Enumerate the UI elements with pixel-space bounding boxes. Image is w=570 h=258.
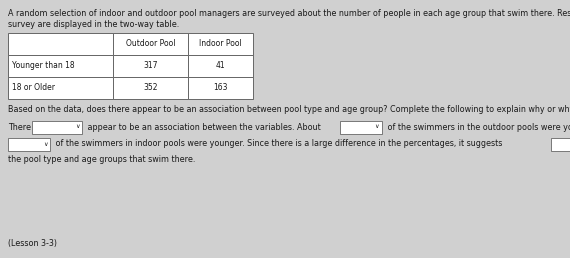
Text: 41: 41 xyxy=(215,61,225,70)
Text: ∨: ∨ xyxy=(43,141,47,147)
Bar xyxy=(8,33,113,55)
Text: (Lesson 3-3): (Lesson 3-3) xyxy=(8,239,57,248)
Text: ∨: ∨ xyxy=(374,125,379,130)
Bar xyxy=(188,77,253,99)
Bar xyxy=(113,33,188,55)
Text: 317: 317 xyxy=(143,61,158,70)
Bar xyxy=(551,138,570,150)
Text: 352: 352 xyxy=(143,84,158,93)
Bar xyxy=(340,120,382,133)
Bar xyxy=(113,77,188,99)
Text: 18 or Older: 18 or Older xyxy=(12,84,55,93)
Text: ∨: ∨ xyxy=(75,125,79,130)
Text: A random selection of indoor and outdoor pool managers are surveyed about the nu: A random selection of indoor and outdoor… xyxy=(8,9,570,18)
Bar xyxy=(8,55,113,77)
Text: survey are displayed in the two-way table.: survey are displayed in the two-way tabl… xyxy=(8,20,179,29)
Bar xyxy=(32,120,82,133)
Bar xyxy=(8,77,113,99)
Bar xyxy=(8,138,50,150)
Text: of the swimmers in indoor pools were younger. Since there is a large difference : of the swimmers in indoor pools were you… xyxy=(53,140,502,149)
Text: of the swimmers in the outdoor pools were younger, while only about: of the swimmers in the outdoor pools wer… xyxy=(385,123,570,132)
Text: Outdoor Pool: Outdoor Pool xyxy=(126,39,175,49)
Bar xyxy=(188,55,253,77)
Text: the pool type and age groups that swim there.: the pool type and age groups that swim t… xyxy=(8,155,196,164)
Text: There: There xyxy=(8,123,31,132)
Text: Indoor Pool: Indoor Pool xyxy=(199,39,242,49)
Text: appear to be an association between the variables. About: appear to be an association between the … xyxy=(85,123,321,132)
Bar xyxy=(113,55,188,77)
Bar xyxy=(188,33,253,55)
Text: Based on the data, does there appear to be an association between pool type and : Based on the data, does there appear to … xyxy=(8,105,570,114)
Text: 163: 163 xyxy=(213,84,228,93)
Text: Younger than 18: Younger than 18 xyxy=(12,61,75,70)
